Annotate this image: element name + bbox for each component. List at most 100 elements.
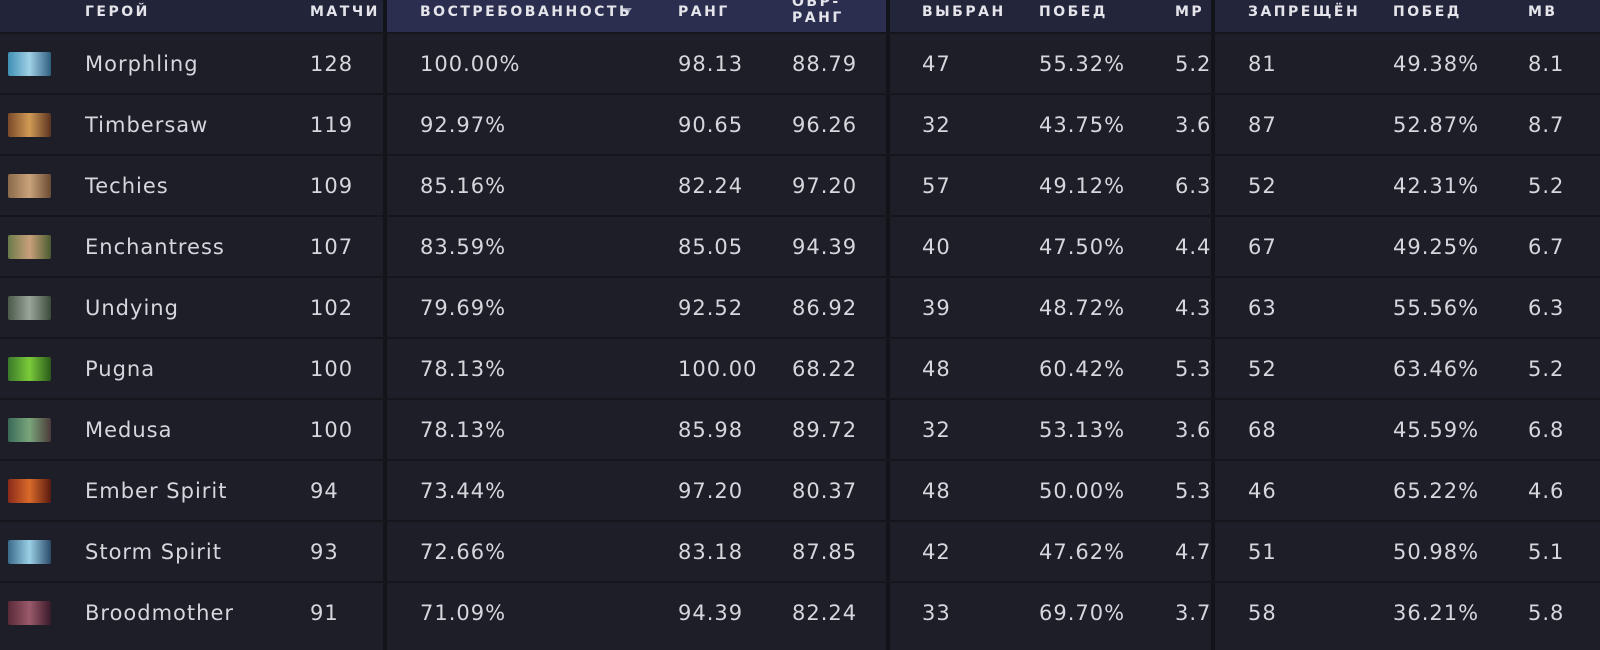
hero-icon (8, 174, 51, 198)
hero-name[interactable]: Timbersaw (85, 113, 209, 137)
column-header[interactable]: ВЫБРАН (922, 4, 1006, 20)
cell: 89.72 (792, 418, 858, 442)
header-bg (385, 0, 888, 33)
hero-name[interactable]: Storm Spirit (85, 540, 223, 564)
cell: 33 (922, 601, 951, 625)
header-bg (1213, 0, 1600, 33)
row-separator (0, 337, 1600, 339)
cell: 53.13% (1039, 418, 1126, 442)
cell: 109 (310, 174, 354, 198)
cell: 6.7 (1528, 235, 1565, 259)
cell: 60.42% (1039, 357, 1126, 381)
hero-name[interactable]: Medusa (85, 418, 173, 442)
cell: 67 (1248, 235, 1277, 259)
cell: 71.09% (420, 601, 507, 625)
row-separator (0, 276, 1600, 278)
cell: 88.79 (792, 52, 858, 76)
cell: 4.4 (1175, 235, 1212, 259)
hero-name[interactable]: Undying (85, 296, 179, 320)
column-header[interactable]: ПОБЕД (1039, 4, 1108, 20)
cell: 3.6 (1175, 113, 1212, 137)
cell: 82.24 (678, 174, 744, 198)
cell: 5.3 (1175, 357, 1212, 381)
cell: 49.25% (1393, 235, 1480, 259)
row-separator (0, 459, 1600, 461)
cell: 5.3 (1175, 479, 1212, 503)
column-header[interactable]: ОБР-РАНГ (792, 0, 844, 26)
cell: 97.20 (678, 479, 744, 503)
cell: 5.8 (1528, 601, 1565, 625)
cell: 3.7 (1175, 601, 1212, 625)
hero-icon (8, 235, 51, 259)
cell: 50.00% (1039, 479, 1126, 503)
cell: 46 (1248, 479, 1277, 503)
column-header[interactable]: ЗАПРЕЩЁН (1248, 4, 1361, 20)
cell: 79.69% (420, 296, 507, 320)
cell: 47 (922, 52, 951, 76)
cell: 100.00 (678, 357, 758, 381)
column-header[interactable]: ПОБЕД (1393, 4, 1462, 20)
cell: 40 (922, 235, 951, 259)
hero-name[interactable]: Morphling (85, 52, 199, 76)
cell: 128 (310, 52, 354, 76)
column-header[interactable]: ВОСТРЕБОВАННОСТЬ (420, 4, 633, 20)
hero-icon (8, 540, 51, 564)
cell: 8.7 (1528, 113, 1565, 137)
cell: 4.3 (1175, 296, 1212, 320)
hero-name[interactable]: Techies (85, 174, 169, 198)
hero-name[interactable]: Broodmother (85, 601, 235, 625)
cell: 96.26 (792, 113, 858, 137)
cell: 49.38% (1393, 52, 1480, 76)
hero-icon (8, 52, 51, 76)
cell: 50.98% (1393, 540, 1480, 564)
cell: 100 (310, 418, 354, 442)
hero-icon (8, 113, 51, 137)
cell: 63.46% (1393, 357, 1480, 381)
cell: 5.2 (1175, 52, 1212, 76)
cell: 69.70% (1039, 601, 1126, 625)
row-separator (0, 581, 1600, 583)
cell: 78.13% (420, 418, 507, 442)
cell: 85.05 (678, 235, 744, 259)
cell: 90.65 (678, 113, 744, 137)
cell: 55.56% (1393, 296, 1480, 320)
cell: 55.32% (1039, 52, 1126, 76)
cell: 72.66% (420, 540, 507, 564)
cell: 58 (1248, 601, 1277, 625)
cell: 5.1 (1528, 540, 1565, 564)
cell: 3.6 (1175, 418, 1212, 442)
cell: 85.98 (678, 418, 744, 442)
row-separator (0, 520, 1600, 522)
cell: 91 (310, 601, 339, 625)
cell: 68.22 (792, 357, 858, 381)
cell: 93 (310, 540, 339, 564)
row-separator (0, 398, 1600, 400)
cell: 32 (922, 418, 951, 442)
cell: 80.37 (792, 479, 858, 503)
hero-icon (8, 418, 51, 442)
cell: 8.1 (1528, 52, 1565, 76)
hero-name[interactable]: Ember Spirit (85, 479, 228, 503)
column-header[interactable]: ГЕРОЙ (85, 4, 150, 20)
column-header[interactable]: РАНГ (678, 4, 730, 20)
cell: 5.2 (1528, 357, 1565, 381)
cell: 100 (310, 357, 354, 381)
cell: 86.92 (792, 296, 858, 320)
row-separator (0, 32, 1600, 34)
column-header[interactable]: МВ (1528, 4, 1558, 20)
hero-name[interactable]: Pugna (85, 357, 156, 381)
hero-name[interactable]: Enchantress (85, 235, 225, 259)
cell: 78.13% (420, 357, 507, 381)
column-header[interactable]: МР (1175, 4, 1205, 20)
cell: 32 (922, 113, 951, 137)
sort-arrow (622, 8, 632, 15)
column-header[interactable]: МАТЧИ (310, 4, 380, 20)
cell: 43.75% (1039, 113, 1126, 137)
cell: 98.13 (678, 52, 744, 76)
cell: 4.6 (1528, 479, 1565, 503)
cell: 87 (1248, 113, 1277, 137)
cell: 107 (310, 235, 354, 259)
cell: 39 (922, 296, 951, 320)
hero-icon (8, 479, 51, 503)
cell: 6.8 (1528, 418, 1565, 442)
